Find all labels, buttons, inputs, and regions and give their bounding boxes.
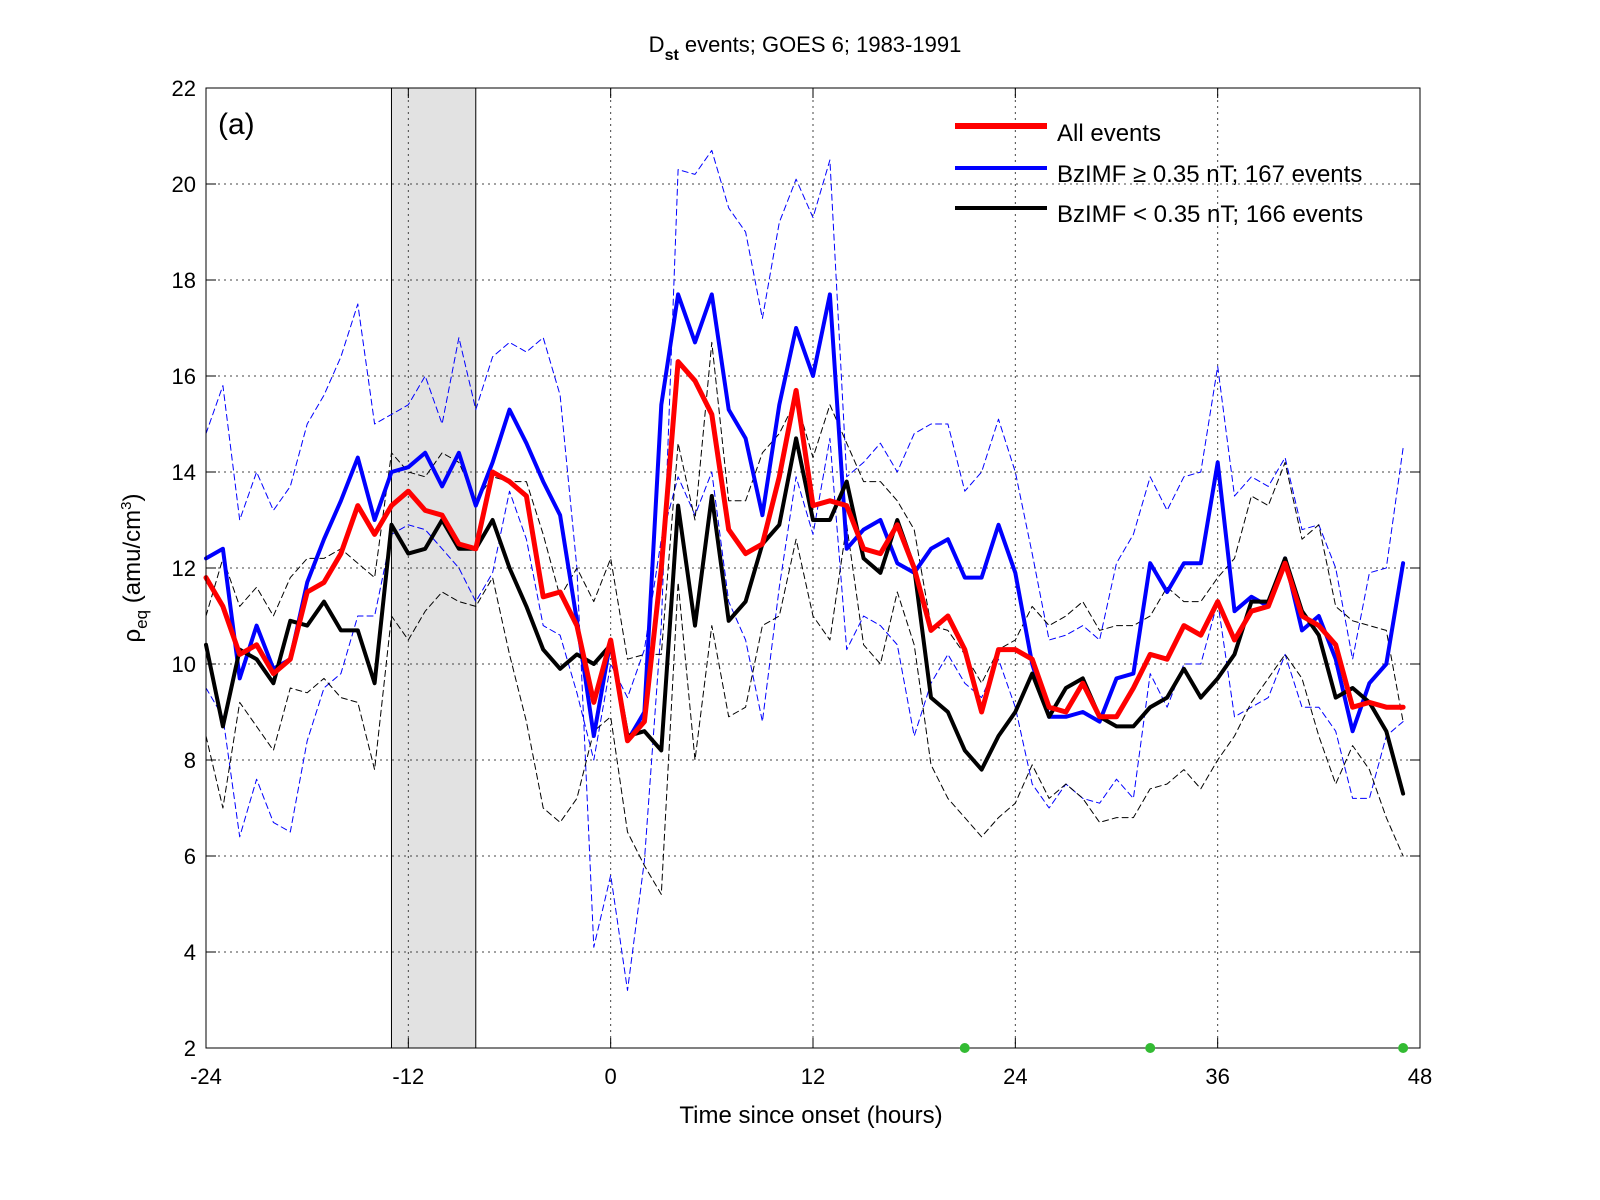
event-marker (959, 1043, 970, 1053)
envelope-line-4 (205, 437, 1404, 838)
series-layer (203, 149, 1406, 991)
x-tick-label: 12 (801, 1064, 825, 1089)
y-tick-label: 6 (184, 844, 196, 869)
event-marker (1398, 1043, 1409, 1053)
y-label-rho: ρ (119, 629, 146, 643)
y-tick-label: 22 (172, 76, 196, 101)
y-tick-label: 12 (172, 556, 196, 581)
x-axis-label: Time since onset (hours) (679, 1102, 942, 1129)
y-tick-label: 10 (172, 652, 196, 677)
legend-label-bz-positive: BzIMF ≥ 0.35 nT; 167 events (1057, 161, 1362, 188)
x-tick-label: 0 (605, 1064, 617, 1089)
y-tick-label: 8 (184, 748, 196, 773)
y-tick-label: 2 (184, 1036, 196, 1061)
legend-label-bz-negative: BzIMF < 0.35 nT; 166 events (1057, 201, 1363, 228)
y-label-exponent: 3 (118, 502, 135, 510)
chart-title: Dst events; GOES 6; 1983-1991 (649, 32, 962, 64)
title-subscript: st (665, 47, 680, 64)
event-marker (1145, 1043, 1156, 1053)
y-tick-label: 18 (172, 268, 196, 293)
x-tick-label: -24 (190, 1064, 222, 1089)
marker-layer (959, 1043, 1409, 1053)
legend-label-all-events: All events (1057, 120, 1161, 147)
panel-label: (a) (218, 108, 255, 141)
x-tick-label: 36 (1205, 1064, 1229, 1089)
grid-layer (206, 88, 1420, 1048)
y-tick-label: 14 (172, 460, 196, 485)
y-label-subscript: eq (132, 610, 151, 629)
y-axis-label: ρeq (amu/cm3) (118, 494, 151, 643)
title-rest: events; GOES 6; 1983-1991 (679, 32, 962, 57)
legend: All events BzIMF ≥ 0.35 nT; 167 events B… (955, 120, 1363, 228)
y-label-close: ) (119, 494, 146, 502)
envelope-line-3 (205, 149, 1404, 991)
y-tick-label: 16 (172, 364, 196, 389)
y-label-units: (amu/cm (119, 510, 146, 610)
y-tick-label: 20 (172, 172, 196, 197)
series-line-2 (204, 436, 1406, 796)
x-tick-label: 24 (1003, 1064, 1027, 1089)
series-line-0 (203, 359, 1406, 744)
series-line-1 (204, 292, 1406, 743)
x-tick-label: -12 (392, 1064, 424, 1089)
title-main: D (649, 32, 665, 57)
x-tick-label: 48 (1408, 1064, 1432, 1089)
envelope-line-6 (205, 524, 1404, 895)
y-tick-label: 4 (184, 940, 196, 965)
